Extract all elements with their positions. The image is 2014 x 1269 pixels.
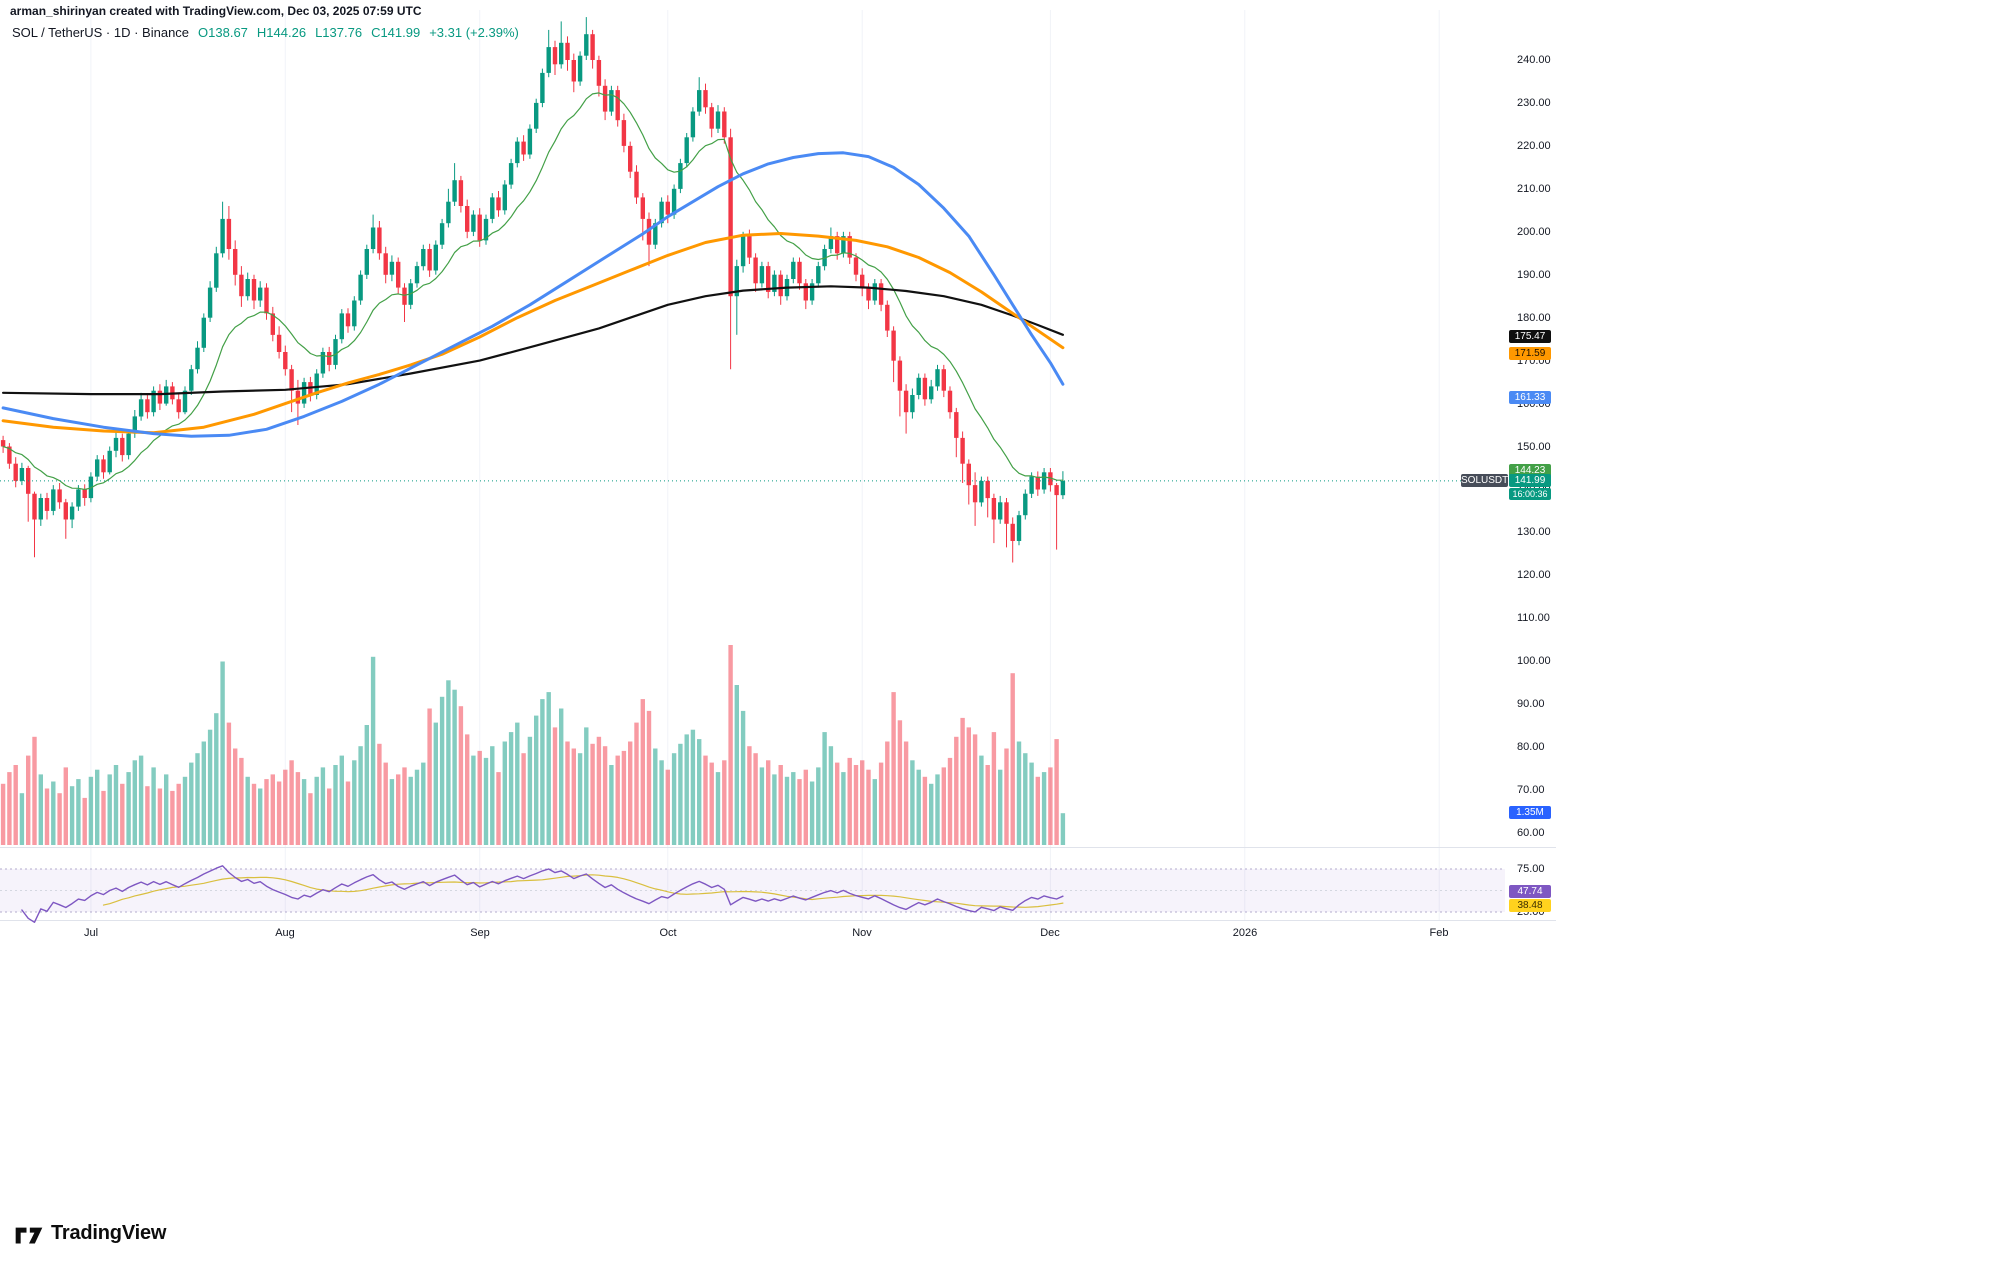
- legend-low: L137.76: [315, 25, 363, 40]
- ma-black-line: [1, 285, 1065, 396]
- ema-green-line: [2, 92, 1064, 491]
- rsi-value-tag: 47.74: [1509, 885, 1551, 898]
- tradingview-logo-text: TradingView: [51, 1222, 167, 1244]
- price-axis-label: 230.00: [1517, 97, 1551, 109]
- legend-change: +3.31 (+2.39%): [429, 25, 519, 40]
- time-axis-label: Dec: [1040, 927, 1060, 939]
- time-axis-label: 2026: [1232, 927, 1258, 939]
- time-axis-label: Aug: [275, 927, 295, 939]
- ma-orange-price-tag: 171.59: [1509, 347, 1551, 360]
- legend-title[interactable]: SOL / TetherUS · 1D · Binance: [12, 25, 190, 40]
- ma-green-price-tag: 144.23: [1509, 464, 1551, 477]
- price-axis-label: 100.00: [1517, 655, 1551, 667]
- rsi-line: [21, 865, 1064, 923]
- legend-high: H144.26: [256, 25, 307, 40]
- time-axis-label: Jul: [83, 927, 99, 939]
- symbol-price-tag-label: SOLUSDT: [1461, 474, 1509, 487]
- time-axis-label: Nov: [852, 927, 872, 939]
- price-axis-label: 70.00: [1517, 784, 1545, 796]
- candlestick-series: [0, 17, 1066, 563]
- price-axis-label: 150.00: [1517, 441, 1551, 453]
- legend-open: O138.67: [198, 25, 248, 40]
- ma-black-price-tag: 175.47: [1509, 330, 1551, 343]
- time-axis-label: Sep: [470, 927, 490, 939]
- tradingview-footer[interactable]: TradingView: [14, 1220, 166, 1247]
- rsi-signal-tag: 38.48: [1509, 899, 1551, 912]
- price-axis-label: 200.00: [1517, 226, 1551, 238]
- price-axis-label: 240.00: [1517, 54, 1551, 66]
- ma-orange-line: [1, 232, 1065, 435]
- ma-blue-price-tag: 161.33: [1509, 391, 1551, 404]
- price-axis-label: 190.00: [1517, 269, 1551, 281]
- price-axis-label: 180.00: [1517, 312, 1551, 324]
- volume-series: [0, 645, 1066, 845]
- time-axis-label: Feb: [1429, 927, 1449, 939]
- ma-blue-line: [1, 151, 1065, 438]
- price-axis-label: 220.00: [1517, 140, 1551, 152]
- grid: [90, 10, 1440, 920]
- time-axis[interactable]: Jul Aug Sep Oct Nov Dec 2026 Feb: [0, 921, 1505, 947]
- symbol-legend[interactable]: SOL / TetherUS · 1D · Binance O138.67 H1…: [12, 25, 519, 40]
- price-axis-label: 120.00: [1517, 569, 1551, 581]
- last-price-tag: 141.99: [1509, 474, 1551, 487]
- volume-tag: 1.35M: [1509, 806, 1551, 819]
- time-axis-label: Oct: [659, 927, 677, 939]
- price-axis-label: 110.00: [1517, 612, 1550, 624]
- attribution: arman_shirinyan created with TradingView…: [10, 4, 422, 18]
- price-axis-label: 210.00: [1517, 183, 1551, 195]
- legend-close: C141.99: [371, 25, 421, 40]
- price-axis-label: 60.00: [1517, 827, 1545, 839]
- price-axis-label: 130.00: [1517, 526, 1551, 538]
- price-axis-label: 90.00: [1517, 698, 1545, 710]
- price-axis-label: 80.00: [1517, 741, 1545, 753]
- price-axis-label: 75.00: [1517, 863, 1545, 875]
- countdown-tag: 16:00:36: [1509, 488, 1551, 500]
- tradingview-logo-icon: [15, 1227, 43, 1244]
